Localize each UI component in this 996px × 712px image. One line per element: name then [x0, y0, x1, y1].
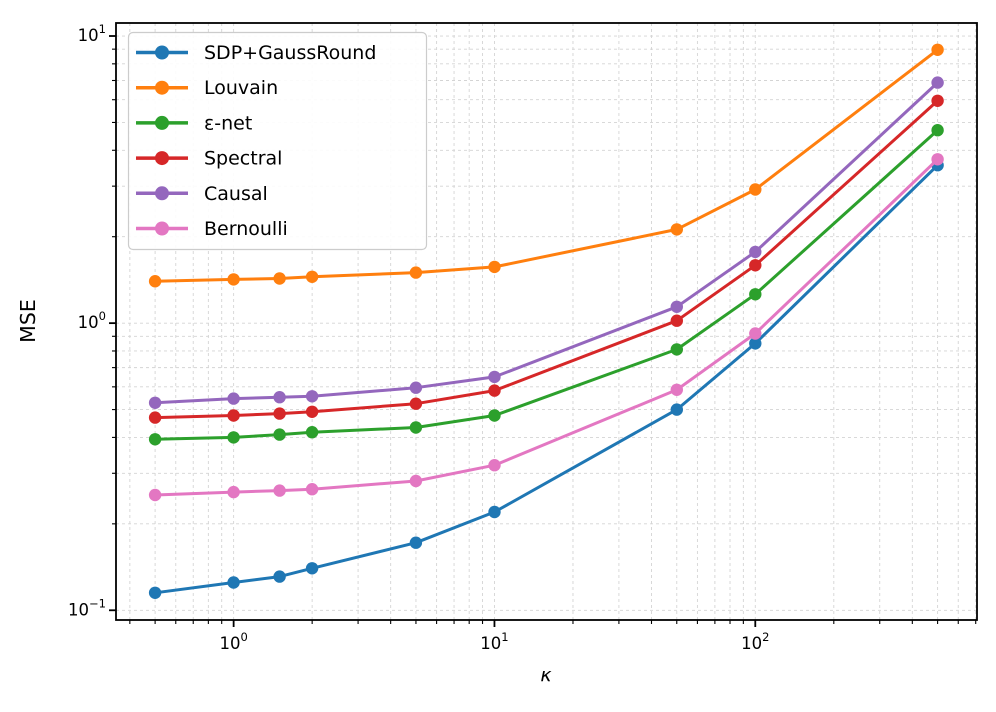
x-tick-label: 100: [219, 630, 247, 653]
y-tick-label: 100: [78, 309, 106, 332]
legend-label: Spectral: [204, 148, 282, 170]
y-tick-label: 101: [78, 22, 106, 45]
x-axis-label: κ: [540, 664, 552, 686]
data-point-sdp-gaussround: [148, 586, 162, 599]
data-point-spectral: [305, 405, 319, 418]
data-point-net: [931, 124, 944, 137]
data-point-spectral: [931, 94, 944, 108]
data-point-net: [409, 421, 423, 434]
data-point-bernoulli: [749, 327, 762, 340]
series-causal: [148, 76, 944, 409]
series-group: [148, 43, 944, 599]
y-tick-label: 10−1: [68, 596, 106, 619]
data-point-causal: [670, 300, 683, 313]
data-point-sdp-gaussround: [305, 562, 319, 575]
legend-swatch-marker-icon: [155, 115, 169, 130]
data-point-causal: [227, 392, 240, 405]
axis-frame: [115, 22, 978, 621]
data-point-causal: [305, 390, 319, 403]
x-tick-label: 101: [480, 630, 508, 653]
series-net: [148, 124, 944, 446]
data-point-causal: [409, 381, 423, 394]
data-point-net: [670, 343, 683, 356]
data-point-louvain: [409, 266, 423, 279]
data-point-bernoulli: [148, 488, 162, 502]
series-sdp-gaussround: [148, 159, 944, 599]
data-point-bernoulli: [305, 483, 319, 496]
data-point-causal: [273, 391, 286, 404]
data-point-sdp-gaussround: [273, 570, 286, 583]
data-point-net: [148, 433, 162, 446]
data-point-louvain: [931, 43, 944, 56]
legend-swatch-marker-icon: [155, 80, 169, 95]
data-point-spectral: [749, 259, 762, 272]
legend-label: Louvain: [204, 77, 278, 99]
data-point-net: [273, 428, 286, 441]
legend-item-causal: Causal: [136, 183, 268, 205]
data-point-bernoulli: [488, 459, 501, 472]
data-point-spectral: [488, 384, 501, 397]
data-point-louvain: [273, 272, 286, 285]
data-point-spectral: [409, 397, 423, 410]
data-point-louvain: [305, 270, 319, 283]
data-point-bernoulli: [931, 153, 944, 166]
series-louvain: [148, 43, 944, 288]
legend-box: [127, 31, 428, 251]
data-point-bernoulli: [670, 383, 683, 396]
data-point-louvain: [148, 275, 162, 288]
data-point-net: [227, 431, 240, 444]
data-point-louvain: [488, 260, 501, 274]
data-point-sdp-gaussround: [749, 337, 762, 350]
legend-item-bernoulli: Bernoulli: [136, 218, 288, 240]
legend-item-louvain: Louvain: [136, 77, 278, 99]
data-point-net: [305, 426, 319, 439]
data-point-bernoulli: [273, 484, 286, 497]
data-point-louvain: [670, 223, 683, 236]
legend-label: Causal: [204, 183, 268, 205]
data-point-net: [488, 409, 501, 422]
data-point-spectral: [227, 409, 240, 422]
data-point-sdp-gaussround: [670, 403, 683, 416]
legend-label: Bernoulli: [204, 218, 288, 240]
data-point-spectral: [670, 314, 683, 327]
data-point-louvain: [227, 273, 240, 286]
legend-label: SDP+GaussRound: [204, 42, 376, 64]
legend-swatch-marker-icon: [155, 151, 169, 166]
legend-item-net: ε-net: [136, 112, 252, 134]
legend-item-spectral: Spectral: [136, 148, 282, 170]
data-point-net: [749, 288, 762, 301]
data-point-louvain: [749, 183, 762, 196]
data-point-sdp-gaussround: [488, 505, 501, 519]
data-point-bernoulli: [227, 485, 240, 499]
x-tick-label: 102: [741, 630, 769, 653]
series-bernoulli: [148, 153, 944, 502]
legend: SDP+GaussRound Louvain ε-net Spectral Causal…: [127, 31, 428, 251]
data-point-causal: [488, 370, 501, 384]
data-point-sdp-gaussround: [227, 576, 240, 589]
data-point-causal: [749, 245, 762, 259]
legend-label: ε-net: [204, 112, 252, 134]
data-point-spectral: [273, 407, 286, 420]
legend-swatch-marker-icon: [155, 186, 169, 201]
data-point-causal: [148, 396, 162, 409]
legend-swatch-marker-icon: [155, 45, 169, 60]
series-spectral: [148, 94, 944, 424]
y-axis-label: MSE: [16, 299, 40, 343]
data-point-sdp-gaussround: [409, 536, 423, 549]
legend-item-sdp-gaussround: SDP+GaussRound: [136, 42, 376, 64]
data-point-causal: [931, 76, 944, 89]
legend-swatch-marker-icon: [155, 221, 169, 236]
data-point-spectral: [148, 411, 162, 424]
data-point-bernoulli: [409, 474, 423, 488]
